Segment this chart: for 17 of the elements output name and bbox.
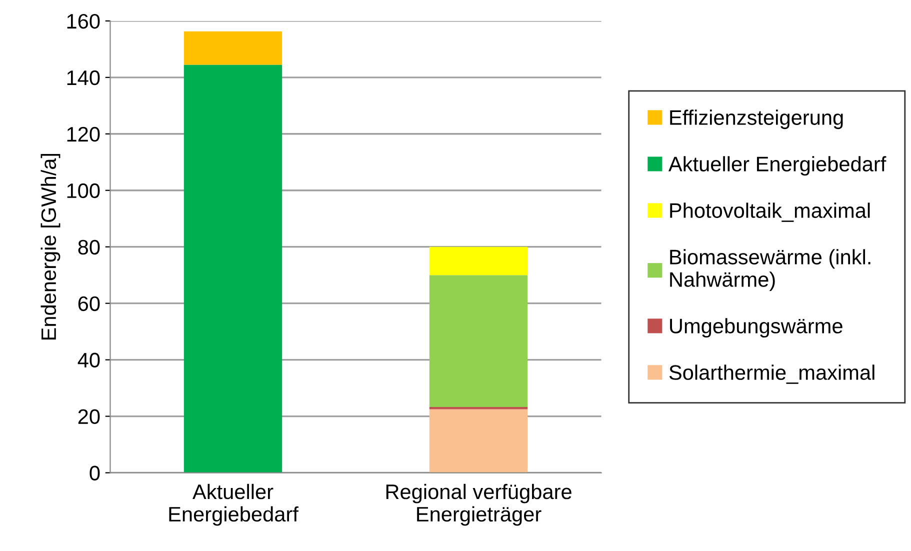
y-tick-label: 80 — [78, 240, 100, 255]
x-tick-label: Regional verfügbare Energieträger — [386, 484, 572, 526]
y-tick-label: 160 — [67, 14, 100, 29]
y-tick-label: 40 — [78, 352, 100, 368]
y-axis-title: Endenergie [GWh/a] — [40, 154, 60, 340]
y-tick-label: 140 — [67, 70, 100, 86]
y-tick-label: 20 — [78, 409, 100, 424]
legend-label: Umgebungswärme — [670, 318, 842, 338]
legend-label: Biomassewärme (inkl. Nahwärme) — [670, 249, 870, 292]
legend-label: Effizienzsteigerung — [670, 110, 843, 130]
legend-label: Aktueller Energiebedarf — [668, 156, 886, 176]
y-tick-label: 120 — [67, 126, 100, 142]
y-tick-label: 60 — [78, 296, 100, 312]
y-tick-label: 0 — [90, 466, 100, 481]
y-tick-label: 100 — [67, 183, 100, 198]
legend-label: Photovoltaik_maximal — [670, 202, 870, 222]
legend-label: Solarthermie_maximal — [669, 364, 874, 384]
